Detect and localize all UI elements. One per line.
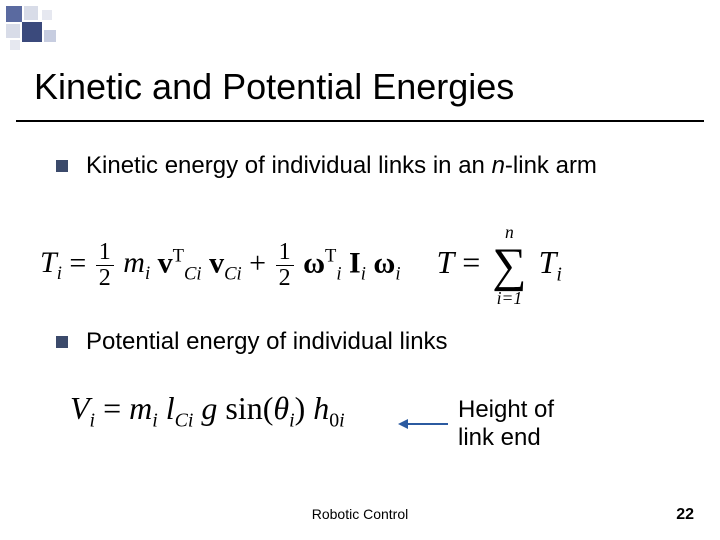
deco-square (22, 22, 42, 42)
deco-square (6, 24, 20, 38)
deco-square (24, 6, 38, 20)
bullet-kinetic: Kinetic energy of individual links in an… (56, 152, 597, 180)
bullet-text-post: -link arm (505, 152, 597, 179)
bullet-text: Potential energy of individual links (86, 328, 448, 356)
annotation-line1: Height of (458, 396, 554, 423)
bullet-icon (56, 160, 68, 172)
equation-potential: Vi = mi lCi g sin(θi) h0i (70, 390, 345, 432)
page-number: 22 (676, 506, 694, 524)
equation-kinetic-row: Ti = 12 mi vTCi vCi + 12 ωTi Ii ωi T = n… (40, 224, 680, 307)
arrow-icon (400, 423, 448, 425)
deco-square (6, 6, 22, 22)
deco-square (44, 30, 56, 42)
bullet-icon (56, 336, 68, 348)
sum-lower: i=1 (492, 290, 526, 308)
equation-kinetic-sum: T = n ∑ i=1 Ti (437, 224, 562, 307)
bullet-text-pre: Kinetic energy of individual links in an (86, 152, 492, 179)
equation-kinetic-term: Ti = 12 mi vTCi vCi + 12 ωTi Ii ωi (40, 240, 401, 291)
bullet-text: Kinetic energy of individual links in an… (86, 152, 597, 180)
annotation-text: Height of link end (458, 396, 554, 451)
annotation-height: Height of link end (400, 396, 554, 451)
bullet-potential: Potential energy of individual links (56, 328, 448, 356)
eq-lhs: Ti (40, 246, 62, 279)
bullet-text-ital: n (492, 152, 505, 179)
footer-text: Robotic Control (0, 506, 720, 522)
title-underline (16, 120, 704, 122)
corner-decoration (0, 0, 720, 54)
slide-title: Kinetic and Potential Energies (34, 66, 514, 108)
annotation-line2: link end (458, 424, 541, 451)
deco-square (42, 10, 52, 20)
deco-square (10, 40, 20, 50)
